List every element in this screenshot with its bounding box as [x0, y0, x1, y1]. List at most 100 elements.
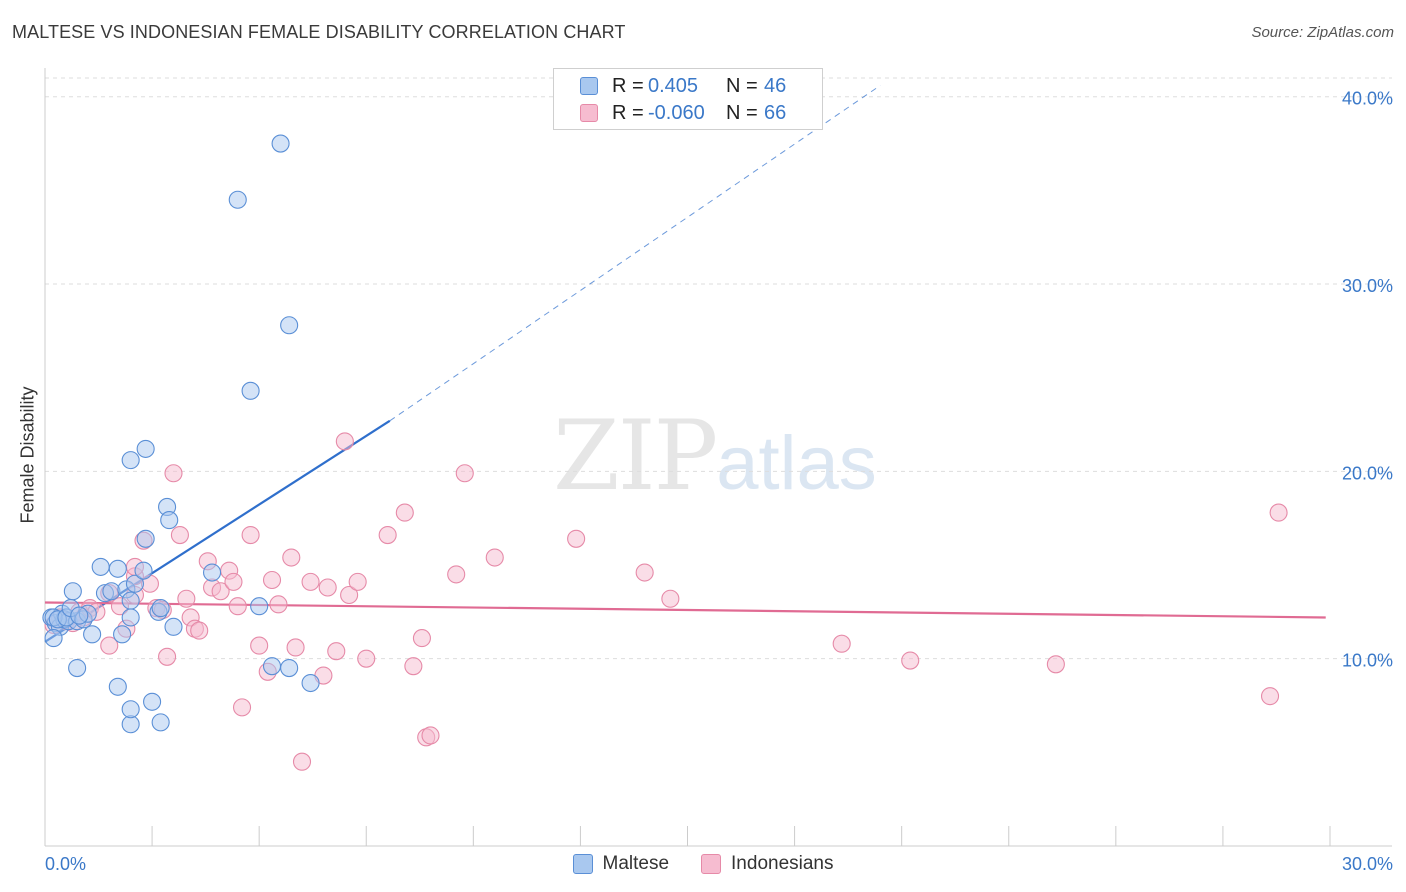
- indonesian-point: [211, 582, 230, 601]
- legend-item-indonesians[interactable]: Indonesians: [701, 853, 834, 875]
- maltese-point: [125, 574, 144, 593]
- indonesian-point: [250, 636, 269, 655]
- indonesian-point: [395, 503, 414, 522]
- indonesian-point: [224, 572, 243, 591]
- maltese-point: [164, 617, 183, 636]
- maltese-point: [136, 439, 155, 458]
- maltese-point: [301, 673, 320, 693]
- n-value: 46: [764, 74, 787, 97]
- n-label: N =: [726, 74, 758, 97]
- indonesian-point: [901, 651, 920, 670]
- indonesian-point: [485, 548, 504, 567]
- indonesian-point: [567, 529, 586, 548]
- indonesian-point: [1269, 503, 1288, 522]
- maltese-trend-line: [44, 419, 391, 643]
- indonesian-point: [1260, 687, 1280, 706]
- indonesian-point: [282, 548, 301, 567]
- indonesian-point: [100, 636, 119, 655]
- r-label: R =: [612, 101, 644, 124]
- n-label: N =: [726, 101, 758, 124]
- y-tick-label: 40.0%: [1342, 89, 1393, 109]
- maltese-point: [121, 591, 140, 610]
- series-legend: Maltese Indonesians: [0, 852, 1406, 876]
- indonesian-point: [262, 570, 282, 590]
- indonesians-swatch: [580, 104, 598, 122]
- indonesian-point: [170, 526, 189, 545]
- x-tick-label: 30.0%: [1342, 854, 1393, 874]
- indonesian-point: [286, 638, 305, 657]
- stats-legend: R = 0.405 N = 46 R = -0.060 N = 66: [553, 68, 823, 130]
- indonesians-swatch: [701, 854, 722, 874]
- maltese-point: [121, 700, 140, 719]
- indonesian-point: [232, 698, 252, 717]
- r-value: -0.060: [648, 101, 705, 124]
- indonesian-point: [177, 589, 196, 608]
- indonesian-point: [357, 649, 376, 668]
- maltese-point: [143, 692, 162, 711]
- maltese-point: [91, 557, 110, 576]
- maltese-swatch: [572, 854, 593, 874]
- maltese-point: [203, 563, 222, 582]
- maltese-point: [70, 606, 89, 625]
- y-axis-label: Female Disability: [17, 386, 38, 524]
- maltese-point: [262, 657, 282, 676]
- indonesian-point: [661, 589, 680, 608]
- indonesian-point: [164, 464, 183, 483]
- indonesian-point: [292, 752, 312, 771]
- indonesian-point: [301, 572, 320, 591]
- indonesian-point: [335, 432, 354, 451]
- chart-source: Source: ZipAtlas.com: [1251, 24, 1394, 41]
- y-tick-label: 30.0%: [1342, 276, 1393, 296]
- indonesian-point: [158, 647, 177, 666]
- maltese-point: [250, 597, 269, 616]
- indonesian-point: [421, 726, 440, 745]
- tick-labels: 10.0% 20.0% 30.0% 40.0% 0.0% 30.0%: [45, 89, 1393, 874]
- y-tick-label: 20.0%: [1342, 463, 1393, 483]
- maltese-point: [68, 658, 87, 678]
- maltese-point: [108, 677, 127, 696]
- indonesian-point: [378, 526, 397, 545]
- maltese-point: [151, 599, 170, 618]
- legend-label: Indonesians: [731, 853, 834, 874]
- grid-lines: [45, 77, 1392, 660]
- maltese-point: [228, 190, 247, 209]
- indonesian-point: [832, 634, 851, 653]
- maltese-point: [121, 608, 140, 627]
- legend-label: Maltese: [602, 853, 670, 874]
- x-tick-label: 0.0%: [45, 854, 86, 874]
- indonesian-point: [327, 642, 346, 661]
- n-value: 66: [764, 101, 787, 124]
- trend-lines: [44, 85, 1326, 643]
- maltese-point: [151, 713, 170, 732]
- maltese-point: [134, 561, 153, 580]
- maltese-point: [108, 559, 127, 578]
- maltese-trend-extension: [389, 85, 881, 422]
- indonesian-point: [404, 657, 423, 676]
- indonesian-point: [348, 572, 367, 591]
- maltese-point: [83, 625, 102, 644]
- indonesian-point: [190, 621, 209, 640]
- indonesian-point: [340, 585, 359, 605]
- stats-row-indonesians: R = -0.060 N = 66: [580, 100, 786, 126]
- indonesian-point: [318, 578, 337, 597]
- legend-item-maltese[interactable]: Maltese: [572, 853, 670, 875]
- indonesian-point: [228, 597, 247, 616]
- r-value: 0.405: [648, 74, 699, 97]
- y-tick-label: 10.0%: [1342, 651, 1393, 671]
- watermark-zip: ZIP: [553, 400, 718, 512]
- stats-row-maltese: R = 0.405 N = 46: [580, 73, 786, 99]
- watermark: ZIPatlas: [553, 400, 877, 512]
- maltese-point: [241, 381, 260, 400]
- maltese-point: [113, 625, 132, 644]
- watermark-atlas: atlas: [716, 421, 877, 506]
- r-label: R =: [612, 74, 644, 97]
- maltese-point: [280, 316, 299, 335]
- indonesian-point: [269, 595, 288, 614]
- maltese-point: [102, 582, 121, 601]
- indonesian-point: [635, 563, 654, 582]
- maltese-point: [136, 529, 155, 548]
- indonesian-point: [241, 526, 260, 545]
- indonesian-point: [1046, 655, 1065, 674]
- axes: [44, 68, 1392, 847]
